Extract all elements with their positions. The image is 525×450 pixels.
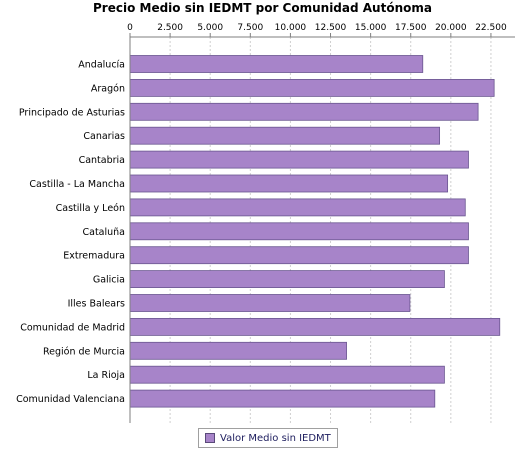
category-label: Comunidad de Madrid [20, 322, 125, 333]
category-label: Illes Balears [68, 299, 125, 310]
category-label: Castilla - La Mancha [29, 179, 125, 190]
bar [129, 270, 445, 289]
category-label: Comunidad Valenciana [16, 394, 125, 405]
legend: Valor Medio sin IEDMT [198, 428, 338, 448]
x-tick-label: 20.000 [435, 23, 467, 33]
bar [129, 365, 445, 384]
category-label: Cataluña [82, 227, 125, 238]
category-label: Región de Murcia [43, 346, 125, 357]
legend-swatch [205, 433, 215, 443]
bar [129, 294, 411, 312]
category-label: Galicia [93, 275, 125, 286]
x-tick-label: 7.500 [237, 23, 263, 33]
bar [129, 79, 495, 97]
bar [129, 198, 466, 217]
category-labels: Andalucía Aragón Principado de Asturias Can… [16, 60, 125, 406]
bar [129, 389, 436, 408]
category-label: Castilla y León [56, 203, 125, 214]
x-tick-label: 5.000 [197, 23, 223, 33]
legend-label: Valor Medio sin IEDMT [220, 432, 331, 444]
bars [129, 55, 501, 408]
category-label: Principado de Asturias [19, 107, 125, 118]
category-label: Aragón [91, 83, 125, 94]
x-tick-label: 10.000 [275, 23, 307, 33]
x-tick-label: 0 [127, 23, 133, 33]
x-tick-label: 17.500 [395, 23, 427, 33]
x-tick-label: 15.000 [355, 23, 387, 33]
category-label: La Rioja [87, 370, 125, 381]
bar [129, 126, 441, 145]
x-tick-label: 22.500 [475, 23, 507, 33]
category-label: Extremadura [63, 251, 125, 262]
bar [129, 150, 469, 169]
x-tick-label: 2.500 [157, 23, 183, 33]
bar [129, 174, 449, 193]
x-tick-label: 12.500 [315, 23, 347, 33]
category-label: Canarias [83, 131, 125, 142]
category-label: Cantabria [79, 155, 125, 166]
bar [129, 341, 347, 360]
bar [129, 317, 501, 336]
category-label: Andalucía [78, 60, 125, 71]
bar [129, 102, 479, 121]
bar [129, 55, 424, 73]
chart-title: Precio Medio sin IEDMT por Comunidad Aut… [93, 1, 432, 15]
x-axis-ticks: 0 2.500 5.000 7.500 10.000 12.500 15.000 17.500… [127, 23, 507, 37]
bar [129, 222, 469, 241]
bar [129, 246, 469, 265]
